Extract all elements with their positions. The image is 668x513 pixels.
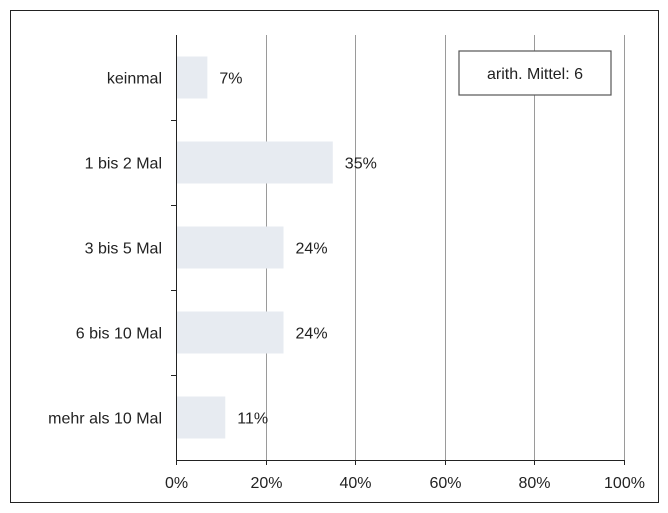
axis-layer [171, 35, 625, 465]
data-label: 11% [237, 411, 268, 428]
data-label: 24% [296, 241, 328, 258]
bar-layer [177, 56, 333, 439]
x-tick-label: 40% [339, 475, 371, 492]
bar [177, 141, 333, 184]
category-label: 3 bis 5 Mal [85, 241, 162, 258]
bar [177, 311, 284, 354]
x-tick-label: 60% [429, 475, 461, 492]
data-label: 35% [345, 156, 377, 173]
category-label: 6 bis 10 Mal [76, 326, 162, 343]
mean-annotation-box [458, 50, 612, 96]
mean-annotation-text: arith. Mittel: 6 [487, 66, 583, 83]
data-label: 24% [296, 326, 328, 343]
category-label: mehr als 10 Mal [48, 411, 162, 428]
mean-annotation: arith. Mittel: 6 [458, 50, 612, 96]
x-tick-label: 80% [518, 475, 550, 492]
category-label: keinmal [107, 71, 162, 88]
x-tick-label: 100% [604, 475, 645, 492]
chart-frame [10, 10, 659, 503]
bar [177, 226, 284, 269]
label-layer: 0% 20% 40% 60% 80% 100% keinmal 7% 1 bis 2 Mal 35… [48, 71, 645, 493]
data-label: 7% [219, 71, 242, 88]
grid-layer [266, 35, 625, 460]
bar [177, 396, 226, 439]
x-tick-label: 0% [165, 475, 188, 492]
x-tick-label: 20% [250, 475, 282, 492]
bar [177, 56, 208, 99]
category-label: 1 bis 2 Mal [85, 156, 162, 173]
